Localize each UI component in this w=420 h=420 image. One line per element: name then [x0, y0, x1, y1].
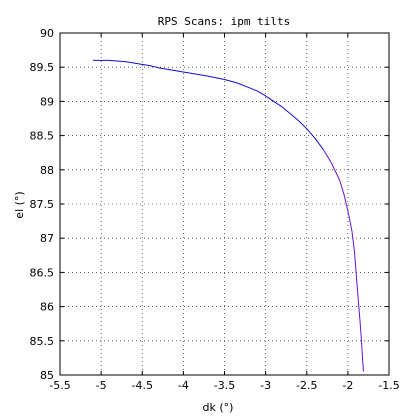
x-tick-label: -4.5 — [132, 379, 153, 392]
y-tick-label: 90 — [40, 27, 54, 40]
y-tick-label: 87.5 — [30, 198, 55, 211]
series-line-2 — [322, 149, 364, 372]
y-tick-label: 85 — [40, 369, 54, 382]
y-tick-label: 89 — [40, 95, 54, 108]
x-tick-label: -3.5 — [214, 379, 235, 392]
x-axis-label: dk (°) — [203, 401, 234, 414]
grid — [60, 33, 389, 375]
y-tick-label: 88.5 — [30, 130, 55, 143]
y-tick-label: 86.5 — [30, 266, 55, 279]
ticks: -5.5 -5 -4.5 -4 -3.5 -3 -2.5 -2 -1.5 85 85.5 86 86.5… — [30, 27, 400, 392]
x-tick-label: -1.5 — [378, 379, 399, 392]
chart-title: RPS Scans: ipm tilts — [158, 15, 290, 28]
x-tick-label: -5 — [96, 379, 107, 392]
x-tick-label: -4 — [178, 379, 189, 392]
x-tick-label: -2.5 — [296, 379, 317, 392]
y-tick-label: 87 — [40, 232, 54, 245]
x-tick-label: -2 — [342, 379, 353, 392]
x-tick-label: -3 — [260, 379, 271, 392]
y-tick-label: 86 — [40, 301, 54, 314]
series-group — [92, 59, 364, 372]
y-tick-label: 88 — [40, 164, 54, 177]
y-tick-label: 89.5 — [30, 61, 55, 74]
series-line-1 — [92, 59, 324, 150]
y-axis-label: el (°) — [13, 191, 26, 218]
x-tick-label: -5.5 — [49, 379, 70, 392]
y-tick-label: 85.5 — [30, 335, 55, 348]
